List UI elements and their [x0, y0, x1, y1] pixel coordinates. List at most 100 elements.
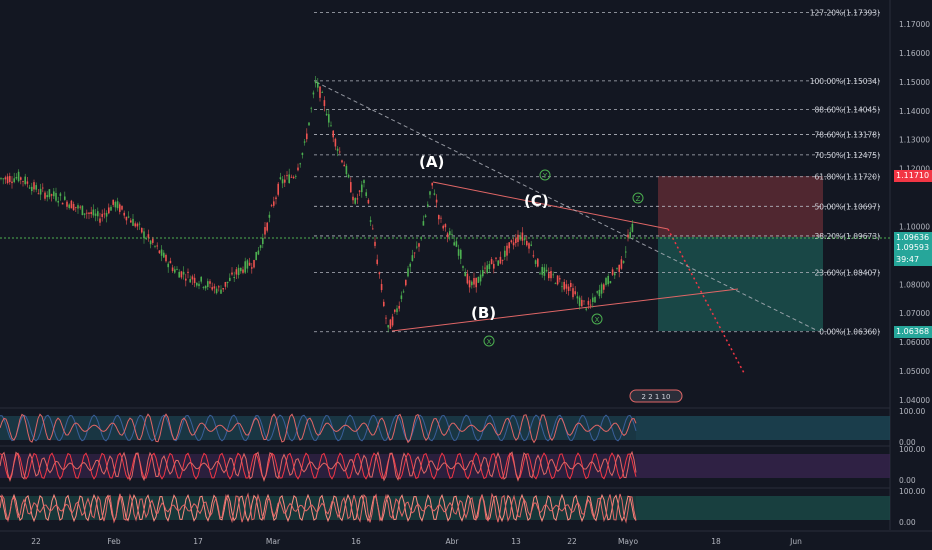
candle-body — [618, 264, 620, 273]
projection-dotted-line[interactable] — [667, 228, 745, 374]
indicator-zone — [636, 454, 890, 478]
candle-body — [226, 281, 229, 284]
trendlines[interactable] — [315, 81, 819, 374]
time-axis[interactable]: 22 Feb 17 Mar 16 Abr 13 22 Mayo 18 Jun — [31, 537, 802, 546]
candle-body — [596, 291, 598, 293]
candle-body — [121, 205, 123, 210]
candle-body — [17, 171, 20, 182]
indicator-main-line — [0, 413, 637, 444]
candle-body — [574, 291, 576, 295]
candle-body — [543, 267, 546, 276]
candle-body — [565, 284, 568, 289]
candle-body — [614, 273, 616, 276]
candle-body — [103, 213, 106, 215]
fib-level-label: 23.60%(1.08407) — [815, 269, 881, 278]
candle-body — [504, 250, 506, 257]
trendline-upper-ac[interactable] — [432, 181, 669, 230]
candle-body — [361, 184, 363, 193]
candle-body — [244, 261, 246, 273]
candle-body — [90, 212, 92, 214]
candle-body — [292, 176, 295, 179]
candle-body — [92, 209, 95, 216]
candle-body — [44, 192, 46, 199]
candle-body — [460, 249, 462, 259]
candle-body — [273, 201, 275, 206]
candle-body — [141, 227, 143, 233]
candle-body — [620, 259, 623, 269]
candle-body — [416, 246, 418, 248]
candle-body — [345, 165, 348, 175]
candle-body — [224, 282, 227, 287]
candle-body — [64, 196, 66, 200]
diagonal-dashed-line[interactable] — [315, 81, 819, 332]
candle-body — [317, 82, 319, 88]
wave-marker-x1: X — [483, 335, 495, 347]
candle-body — [490, 259, 493, 265]
candle-body — [431, 182, 433, 186]
trendline-lower-bx[interactable] — [391, 288, 739, 332]
candle-body — [609, 281, 612, 284]
candle-body — [528, 243, 530, 249]
candle-body — [163, 252, 165, 258]
candle-body — [372, 228, 374, 230]
candle-body — [196, 282, 198, 286]
svg-text:Z: Z — [636, 195, 641, 203]
candle-body — [35, 185, 37, 190]
candle-body — [341, 160, 343, 163]
candle-body — [532, 255, 535, 257]
candle-body — [251, 267, 253, 269]
fibonacci-retracement[interactable]: 127.20%(1.17393) 100.00%(1.15034) 88.60%(1… — [314, 9, 880, 337]
candle-body — [176, 268, 178, 270]
candle-body — [629, 232, 631, 238]
candle-body — [246, 260, 249, 269]
time-axis-label: Jun — [789, 537, 802, 546]
candle-body — [376, 259, 378, 264]
candle-body — [530, 244, 532, 246]
wave-label-c: (C) — [524, 192, 549, 210]
candle-body — [204, 285, 207, 289]
candle-body — [255, 251, 257, 261]
candle-body — [165, 254, 167, 262]
candle-body — [594, 297, 596, 303]
price-axis-label: 1.16000 — [899, 49, 930, 58]
candle-body — [396, 308, 398, 313]
reward-zone[interactable] — [658, 237, 823, 331]
candle-body — [330, 125, 332, 127]
candle-body — [295, 175, 297, 177]
candle-body — [515, 238, 517, 244]
price-axis-label: 1.13000 — [899, 136, 930, 145]
fib-level-label: 50.00%(1.10697) — [815, 202, 881, 211]
candle-body — [453, 242, 455, 246]
events-badge[interactable]: 2 2 1 10 — [629, 389, 683, 403]
candle-body — [9, 176, 11, 182]
candle-body — [420, 237, 422, 239]
candle-body — [154, 245, 156, 247]
candle-body — [191, 276, 194, 280]
candle-body — [262, 237, 264, 245]
candle-body — [174, 269, 176, 273]
candle-body — [446, 233, 449, 238]
candle-body — [306, 133, 308, 140]
candle-body — [37, 193, 40, 195]
candle-body — [343, 164, 345, 167]
candle-body — [508, 242, 510, 249]
candle-body — [264, 227, 266, 235]
candle-body — [314, 81, 317, 84]
candle-body — [457, 249, 460, 256]
candle-body — [207, 281, 209, 287]
fib-level-label: 78.60%(1.13178) — [815, 131, 881, 140]
indicator-main-line — [0, 450, 637, 482]
candle-body — [42, 187, 44, 189]
candle-body — [68, 204, 70, 208]
candle-body — [99, 218, 101, 223]
candle-body — [462, 266, 464, 268]
candle-body — [409, 263, 411, 267]
time-axis-label: 18 — [711, 537, 721, 546]
candle-body — [46, 195, 48, 198]
candle-body — [303, 141, 306, 143]
candle-body — [53, 191, 55, 197]
candle-body — [493, 263, 495, 269]
candle-body — [279, 177, 282, 180]
